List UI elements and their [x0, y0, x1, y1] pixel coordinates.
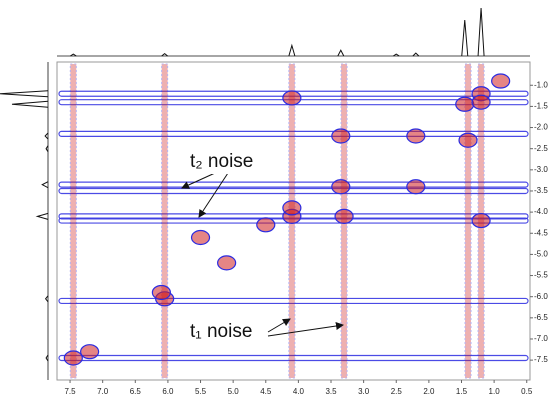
x-tick-label: 7.5: [64, 387, 76, 396]
y-tick-label: -1.5: [534, 102, 548, 111]
top-projection-peak: [477, 7, 485, 57]
top-projection-peak: [337, 49, 345, 57]
x-tick-label: 4.5: [260, 387, 272, 396]
vertical-streak: [69, 63, 77, 379]
y-tick-label: -7.5: [534, 355, 548, 364]
left-projection-peak: [11, 100, 49, 108]
top-projection-peak: [412, 52, 420, 57]
left-projection-peak: [44, 295, 49, 303]
horizontal-streak: [58, 130, 529, 137]
x-tick-label: 3.5: [325, 387, 337, 396]
x-tick-label: 0.5: [521, 387, 533, 396]
y-tick-label: -1.0: [534, 80, 548, 89]
y-tick-label: -2.5: [534, 144, 548, 153]
x-tick-label: 6.0: [162, 387, 174, 396]
cross-peak: [190, 229, 211, 246]
cross-peak: [217, 255, 237, 271]
y-tick-label: -4.0: [534, 207, 548, 216]
cross-peak: [80, 344, 100, 360]
y-tick-label: -5.5: [534, 271, 548, 280]
x-tick-label: 5.0: [228, 387, 240, 396]
horizontal-streak: [58, 187, 529, 195]
left-projection-peak: [45, 354, 49, 362]
top-projection-peak: [392, 53, 400, 57]
cross-peak: [151, 284, 171, 301]
top-projection-peak: [161, 52, 168, 57]
x-tick-label: 1.0: [489, 387, 501, 396]
x-tick-label: 5.5: [195, 387, 207, 396]
marks: [58, 63, 529, 379]
cross-peak: [331, 179, 351, 195]
x-tick-label: 6.5: [130, 387, 142, 396]
x-tick-label: 1.5: [456, 387, 468, 396]
x-tick-label: 7.0: [97, 387, 109, 396]
annotation-arrows: [181, 172, 344, 337]
horizontal-streak: [58, 354, 529, 362]
cross-peak: [491, 73, 511, 89]
top-projection-peak: [70, 53, 77, 57]
label-bg: [188, 320, 266, 344]
y-tick-label: -7.0: [534, 334, 548, 343]
cross-peak: [458, 132, 478, 148]
cross-peak: [331, 128, 351, 144]
x-tick-label: 2.0: [423, 387, 435, 396]
cross-peak: [455, 96, 475, 112]
cross-peak: [406, 128, 426, 144]
cross-peak: [63, 350, 83, 366]
arrow: [267, 318, 291, 333]
y-tick-label: -5.0: [534, 250, 548, 259]
annotation: t₁ noise: [190, 321, 252, 342]
y-tick-label: -6.0: [534, 292, 548, 301]
y-tick-label: -4.5: [534, 228, 548, 237]
cross-peak: [406, 179, 426, 195]
horizontal-streak: [58, 297, 529, 305]
arrow: [267, 322, 344, 337]
left-projection-peak: [35, 212, 49, 220]
y-tick-label: -3.0: [534, 165, 548, 174]
arrow: [198, 172, 229, 218]
annotation: t₂ noise: [190, 151, 253, 172]
left-projection-peak: [45, 145, 49, 152]
label-bg: [188, 150, 266, 174]
arrow: [181, 172, 216, 189]
cross-peak: [282, 90, 302, 106]
cross-peak: [471, 94, 491, 110]
top-projection-peak: [288, 43, 296, 57]
x-tick-label: 4.0: [293, 387, 305, 396]
cross-peak: [256, 217, 276, 233]
vertical-streak: [464, 63, 472, 379]
cross-peak: [282, 200, 302, 216]
vertical-streak: [161, 63, 169, 379]
y-tick-label: -3.5: [534, 186, 548, 195]
left-projection-peak: [44, 132, 49, 140]
x-tick-label: 2.5: [391, 387, 403, 396]
y-tick-label: -6.5: [534, 313, 548, 322]
left-projection-peak: [41, 181, 49, 189]
left-projection-peak: [0, 90, 49, 98]
top-projection-peak: [461, 19, 469, 57]
x-tick-label: 3.0: [358, 387, 370, 396]
cross-peak: [471, 212, 491, 229]
horizontal-streak: [58, 181, 529, 188]
cross-peak: [334, 208, 354, 224]
y-tick-label: -2.0: [534, 123, 548, 132]
